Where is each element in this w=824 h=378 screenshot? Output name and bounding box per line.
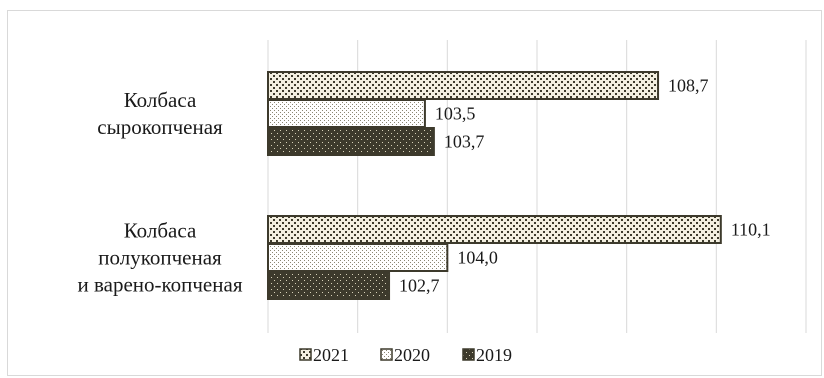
data-label: 104,0 — [457, 248, 498, 268]
data-label: 103,5 — [435, 104, 476, 124]
legend-swatch — [299, 348, 312, 361]
data-label: 108,7 — [668, 76, 709, 96]
legend-item-2020: 2020 — [380, 345, 430, 365]
category-label: Колбаса полукопченая и варено-копченая — [78, 219, 243, 297]
bar-2020 — [267, 99, 426, 128]
legend-label: 2021 — [313, 345, 349, 365]
data-label: 102,7 — [399, 276, 440, 296]
data-label: 110,1 — [731, 220, 771, 240]
bar-2020 — [267, 243, 449, 272]
category-label: Колбаса сырокопченая — [97, 88, 223, 139]
data-label: 103,7 — [444, 132, 485, 152]
legend-label: 2020 — [394, 345, 430, 365]
bar-2019 — [267, 127, 435, 156]
bar-2021 — [267, 71, 660, 100]
legend-item-2019: 2019 — [462, 345, 512, 365]
legend-swatch — [380, 348, 393, 361]
bar-2021 — [267, 215, 722, 244]
legend-label: 2019 — [476, 345, 512, 365]
legend-item-2021: 2021 — [299, 345, 349, 365]
legend-swatch — [462, 348, 475, 361]
chart-frame — [7, 10, 822, 376]
bar-2019 — [267, 271, 391, 300]
